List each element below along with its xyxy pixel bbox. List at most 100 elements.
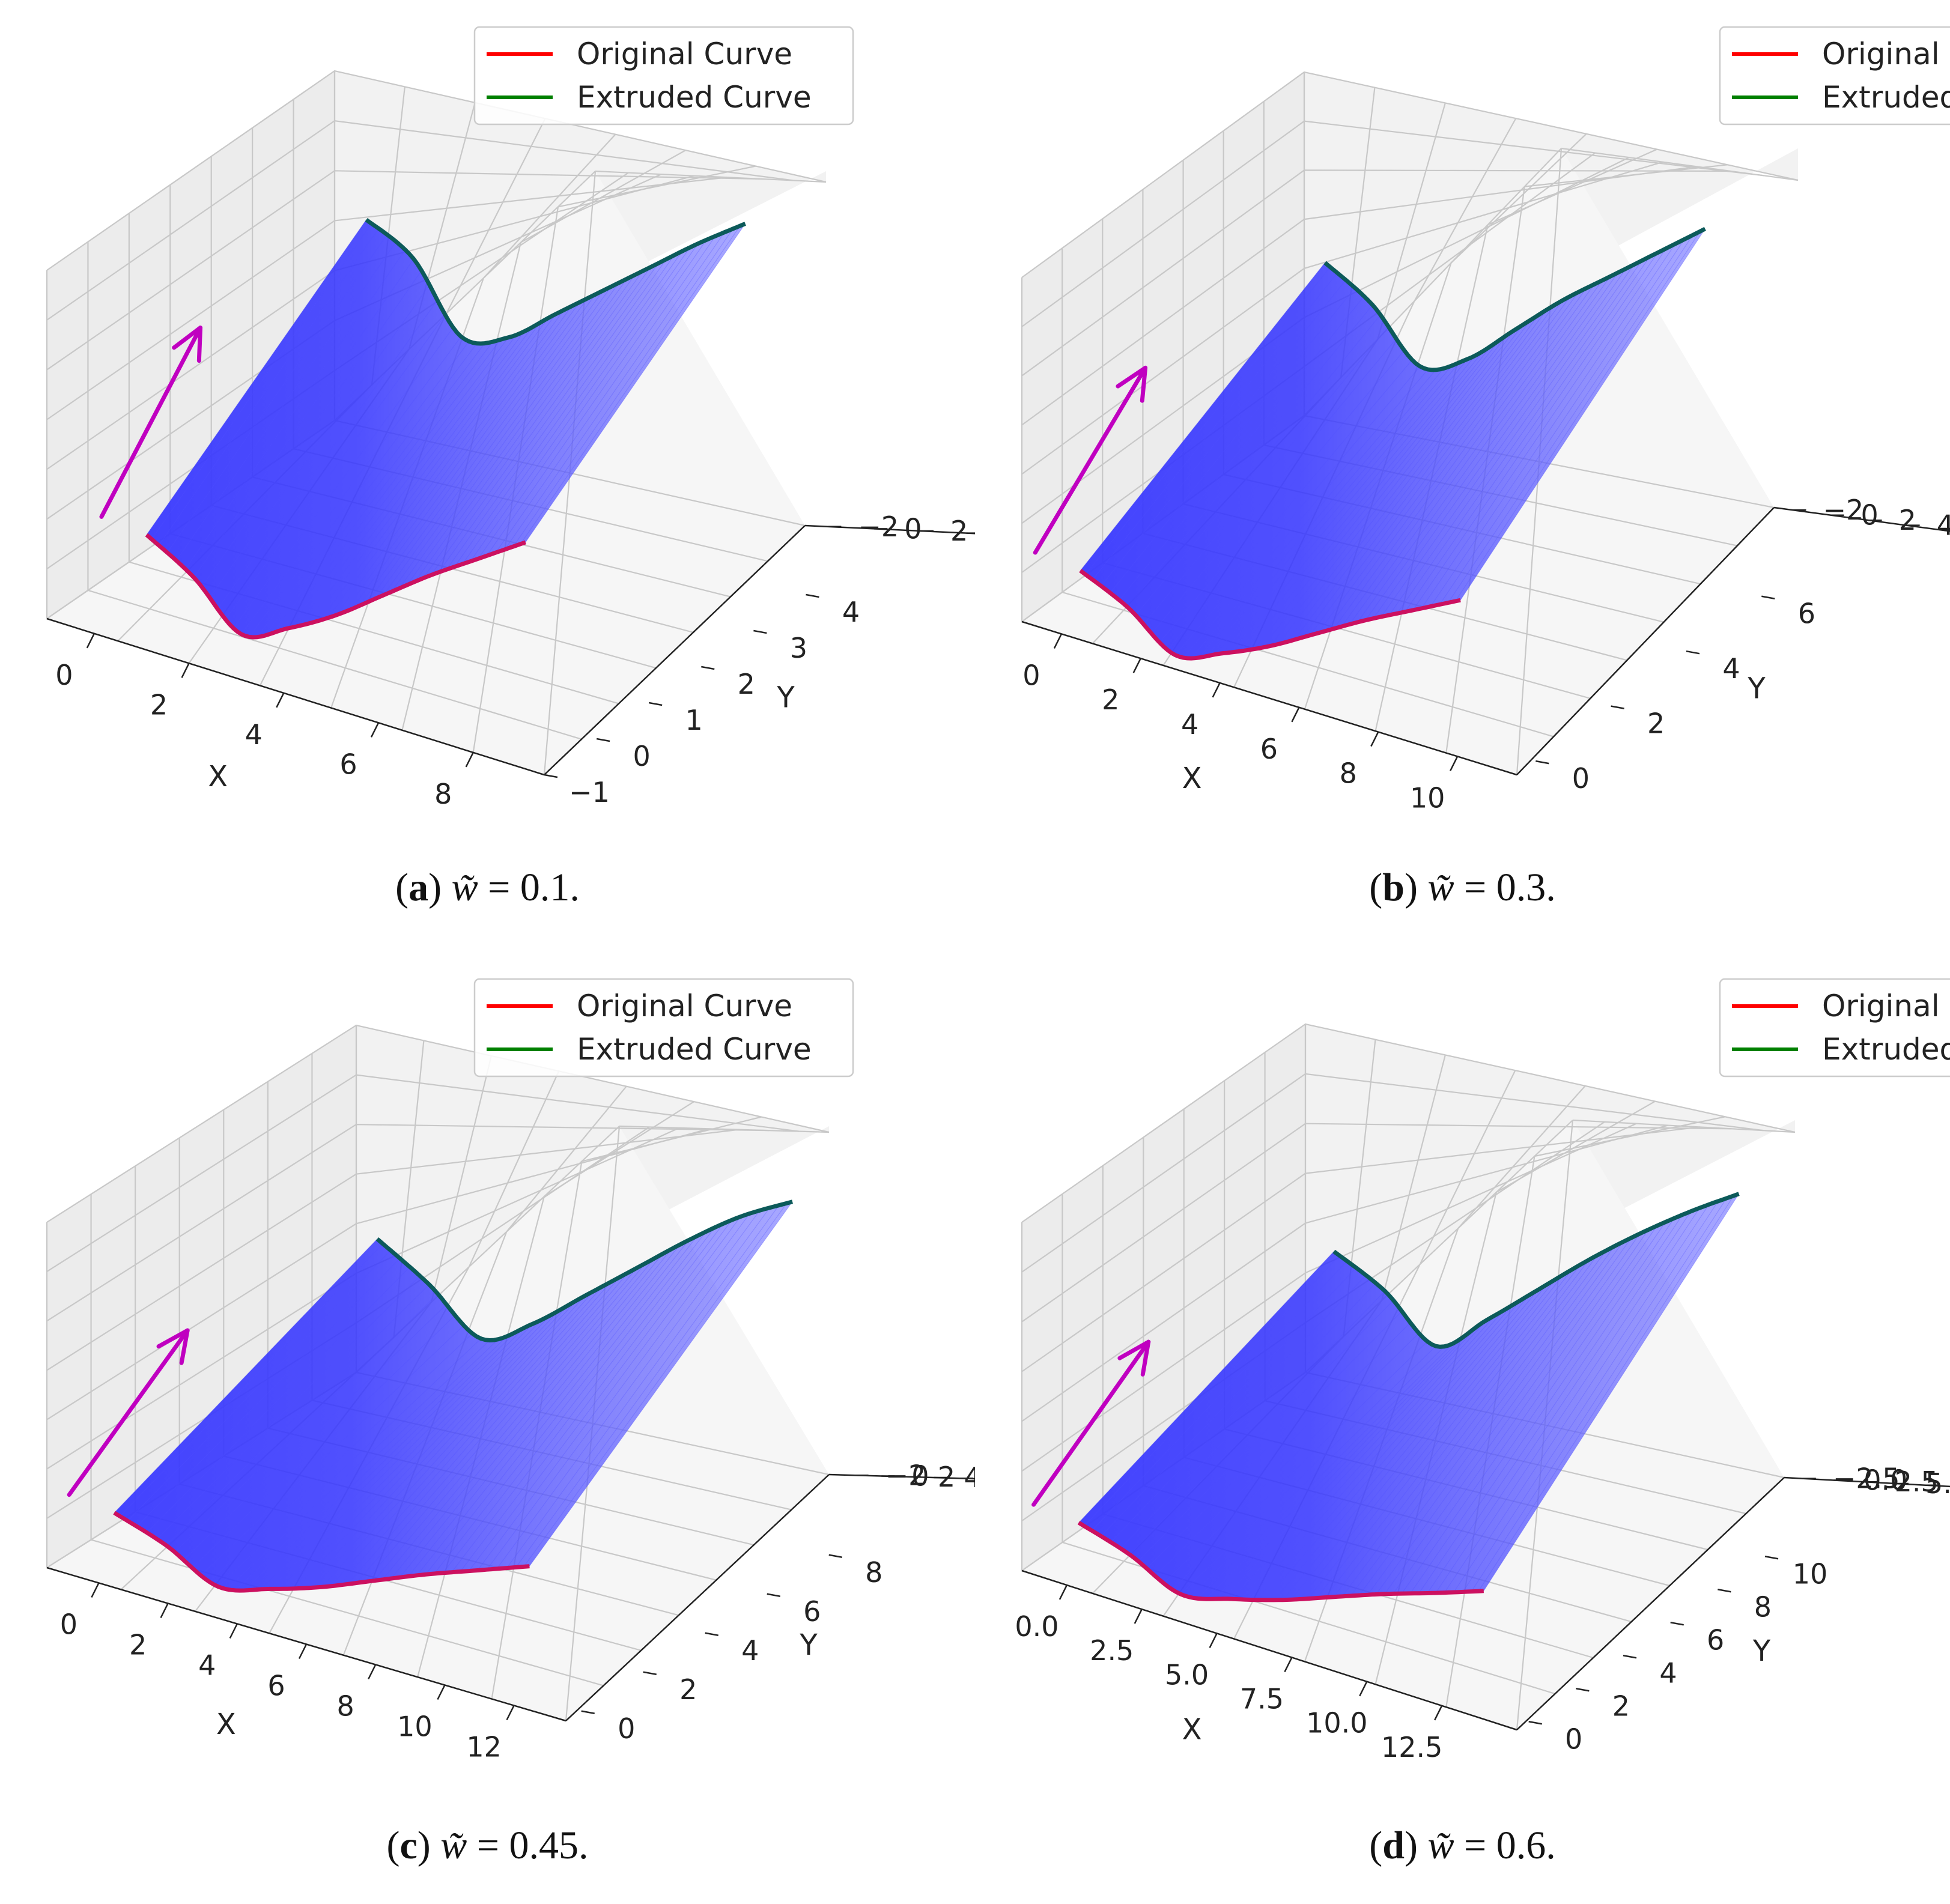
- extruded-curve: [1323, 226, 1706, 372]
- z-tick-label: 2: [1899, 504, 1916, 536]
- z-tick-label: 0.0: [1863, 1464, 1907, 1496]
- x-tick-label: 2: [1102, 684, 1119, 716]
- x-tick-label: 12.5: [1381, 1731, 1442, 1763]
- x-tick-label: 5.0: [1165, 1658, 1209, 1691]
- x-tick-label: 6: [267, 1670, 285, 1702]
- w-tilde-symbol: w̃: [1427, 866, 1454, 909]
- x-tick-label: 8: [1340, 757, 1357, 790]
- original-curve: [1079, 569, 1461, 661]
- legend: Original Curve Extruded Curve: [1719, 978, 1950, 1078]
- y-tick-label: 4: [1722, 652, 1740, 685]
- w-tilde-symbol: w̃: [440, 1824, 467, 1867]
- legend-original-curve: Original Curve: [1822, 37, 1950, 71]
- legend-extruded-curve: Extruded Curve: [577, 80, 812, 115]
- extrusion-surface: [146, 219, 746, 637]
- extrusion-surface: [114, 1201, 793, 1591]
- y-tick-label: 8: [865, 1556, 882, 1589]
- x-tick-label: 0: [55, 659, 73, 691]
- y-tick-label: 1: [685, 704, 703, 736]
- caption-letter: b: [1382, 866, 1405, 909]
- left-pane: [47, 1025, 356, 1568]
- panel-caption: (c) w̃ = 0.45.: [386, 1824, 589, 1867]
- y-tick-label: −1: [569, 776, 610, 808]
- w-tilde-symbol: w̃: [1427, 1824, 1454, 1867]
- extruded-curve: [365, 218, 746, 346]
- extruded-curve: [1332, 1192, 1740, 1349]
- y-tick-label: 3: [790, 632, 807, 664]
- z-tick-label: 4: [1937, 509, 1950, 542]
- y-tick-label: 4: [1659, 1657, 1677, 1689]
- extrusion-surface: [1078, 1193, 1739, 1600]
- legend-original-curve: Original Curve: [1822, 989, 1950, 1023]
- z-tick-label: −2: [1823, 494, 1864, 526]
- legend: Original Curve Extruded Curve: [473, 978, 854, 1078]
- w-tilde-symbol: w̃: [451, 866, 478, 909]
- y-tick-label: 0: [633, 740, 650, 772]
- x-tick-label: 10: [397, 1711, 433, 1743]
- x-tick-label: 8: [434, 778, 452, 810]
- x-tick-label: 2: [150, 688, 168, 721]
- x-tick-label: 4: [1181, 708, 1198, 741]
- x-tick-label: 2: [129, 1629, 147, 1661]
- original-curve: [113, 1511, 530, 1593]
- y-tick-label: 2: [1612, 1690, 1630, 1722]
- x-tick-label: 6: [1260, 733, 1278, 765]
- original-curve: [1077, 1521, 1484, 1602]
- x-axis-label: X: [1182, 1713, 1202, 1747]
- z-tick-label: 2.5: [1895, 1466, 1939, 1498]
- y-tick-label: 6: [803, 1595, 821, 1628]
- original-curve: [145, 533, 526, 640]
- x-tick-label: 0.0: [1015, 1610, 1059, 1643]
- z-tick-label: 0: [1861, 499, 1879, 532]
- y-tick-label: 0: [1572, 762, 1590, 795]
- legend: Original Curve Extruded Curve: [473, 26, 854, 126]
- x-tick-label: 6: [339, 748, 357, 780]
- legend-extruded-curve: Extruded Curve: [1822, 80, 1950, 115]
- y-tick-label: 6: [1707, 1624, 1724, 1656]
- z-tick-label: 2: [950, 515, 968, 547]
- y-tick-label: 4: [842, 596, 860, 628]
- x-axis-label: X: [208, 760, 228, 793]
- extrusion-direction-arrow: [99, 326, 203, 519]
- x-axis-label: X: [1182, 762, 1202, 795]
- z-tick-label: −2: [858, 511, 899, 543]
- x-tick-label: 10.0: [1306, 1707, 1367, 1739]
- x-tick-label: 4: [245, 718, 263, 751]
- extrusion-direction-arrow: [67, 1328, 190, 1497]
- x-tick-label: 10: [1410, 781, 1445, 814]
- extrusion-direction-arrow: [1031, 1339, 1151, 1507]
- y-axis-label: Y: [776, 681, 795, 715]
- extrusion-surface: [1080, 229, 1705, 659]
- y-tick-label: 4: [741, 1634, 759, 1667]
- x-tick-label: 0: [60, 1608, 77, 1641]
- legend-extruded-curve: Extruded Curve: [577, 1032, 812, 1067]
- y-tick-label: 2: [1647, 708, 1665, 740]
- panel-caption: (b) w̃ = 0.3.: [1369, 866, 1556, 909]
- y-axis-label: Y: [799, 1628, 818, 1662]
- x-tick-label: 7.5: [1240, 1683, 1284, 1715]
- y-tick-label: 2: [738, 668, 755, 700]
- x-axis-label: X: [216, 1708, 236, 1741]
- caption-value: = 0.45.: [467, 1824, 589, 1867]
- x-tick-label: 12: [466, 1731, 502, 1763]
- left-pane: [1022, 72, 1304, 622]
- extrusion-direction-arrow: [1033, 365, 1148, 555]
- legend: Original Curve Extruded Curve: [1719, 26, 1950, 126]
- x-tick-label: 8: [337, 1690, 354, 1723]
- x-tick-label: 0: [1022, 659, 1040, 691]
- z-tick-label: 5.0: [1925, 1467, 1950, 1500]
- caption-letter: a: [409, 866, 429, 909]
- caption-letter: d: [1382, 1824, 1405, 1867]
- y-tick-label: 0: [1565, 1723, 1582, 1755]
- legend-original-curve: Original Curve: [577, 989, 792, 1023]
- legend-original-curve: Original Curve: [577, 37, 792, 71]
- caption-value: = 0.3.: [1454, 866, 1556, 909]
- y-tick-label: 2: [679, 1673, 697, 1706]
